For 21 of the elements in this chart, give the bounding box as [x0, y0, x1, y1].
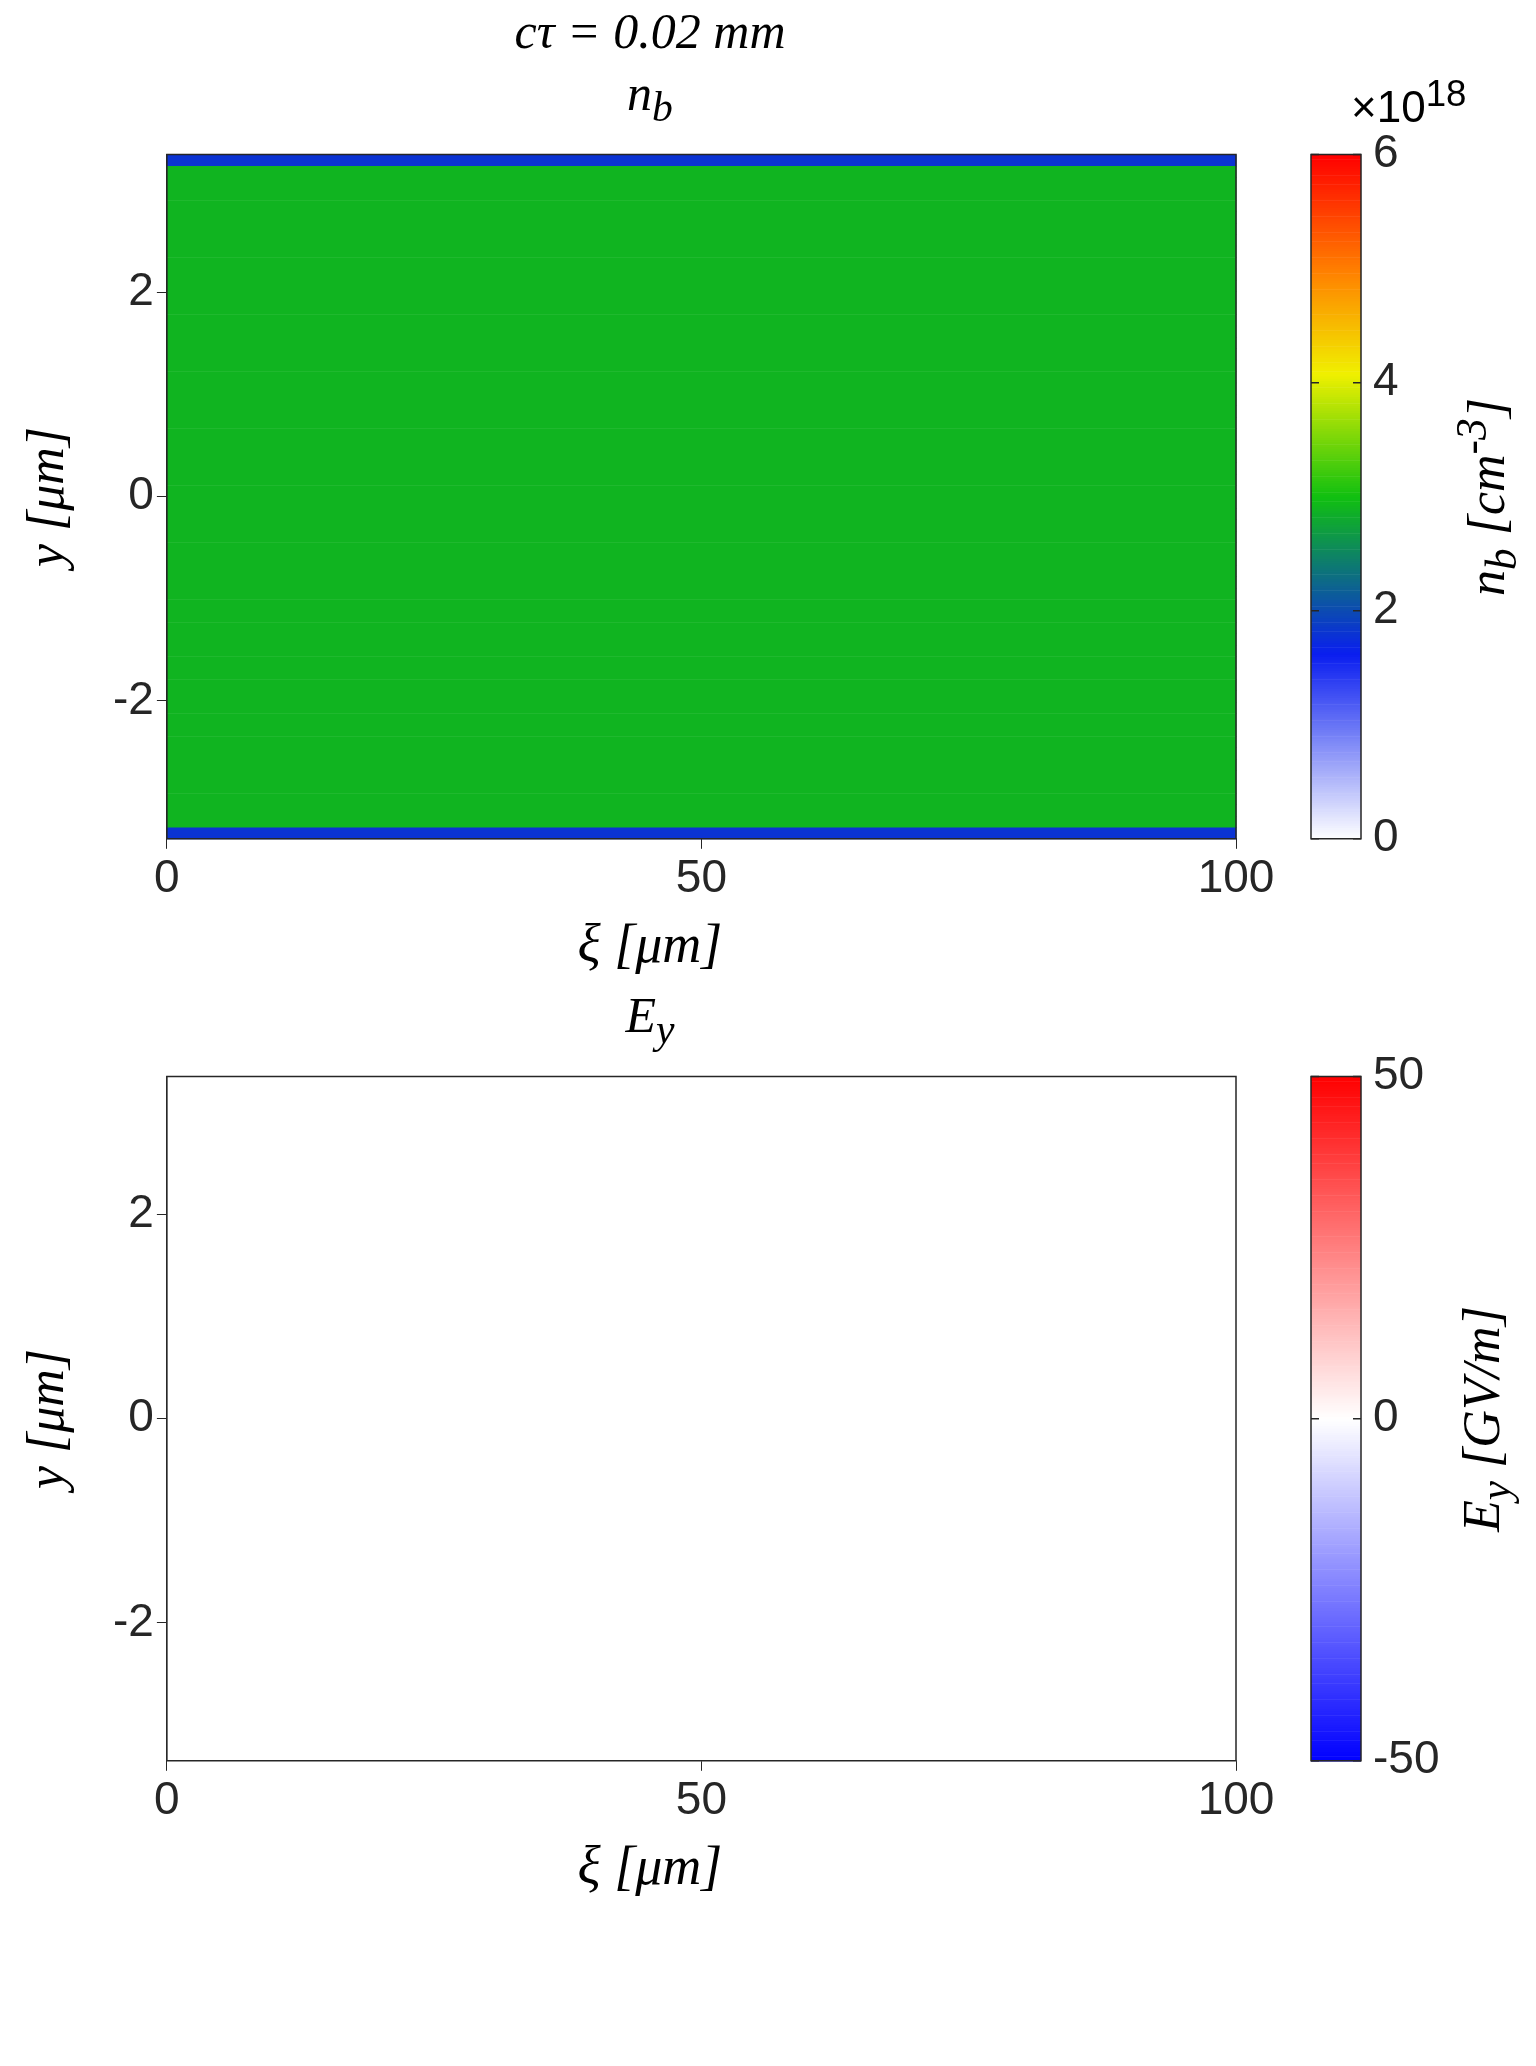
- color-bar-label: 2: [1373, 581, 1399, 634]
- color-bar-label: -50: [1373, 1731, 1440, 1784]
- chart-subtitle: n$_{b}$: [626, 64, 674, 130]
- y-tick-label: -2: [113, 671, 154, 724]
- chart-title: E$_{y}$: [624, 986, 676, 1052]
- x-tick-label: 50: [675, 850, 728, 903]
- color-bar-label: 50: [1373, 1047, 1425, 1100]
- x-tick-label: 100: [1197, 850, 1275, 903]
- y-tick-label: 2: [128, 1185, 154, 1238]
- x-axis-title: ξ [μm]: [576, 1836, 724, 1898]
- x-axis-title: ξ [μm]: [576, 914, 724, 976]
- y-tick-label: -2: [113, 1593, 154, 1646]
- color-bar-label: 0: [1373, 1389, 1399, 1442]
- chart-title: cτ = 0.02 mm: [513, 2, 787, 61]
- x-tick-label: 50: [675, 1772, 728, 1825]
- y-tick-label: 0: [128, 1389, 154, 1442]
- color-bar-label: 4: [1373, 353, 1399, 406]
- y-tick-label: 2: [128, 263, 154, 316]
- y-tick-label: 0: [128, 467, 154, 520]
- x-tick-label: 100: [1197, 1772, 1275, 1825]
- color-bar-label: 0: [1373, 809, 1399, 862]
